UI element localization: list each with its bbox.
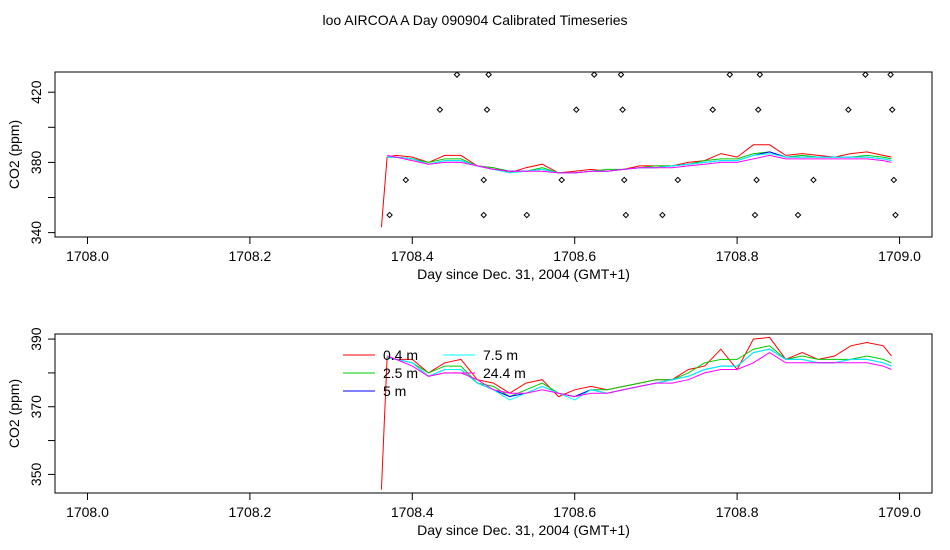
data-point-marker	[862, 71, 869, 78]
data-point-marker	[480, 176, 488, 184]
x-tick-label: 1708.8	[716, 504, 759, 520]
data-point-marker	[523, 211, 531, 219]
data-point-marker	[794, 211, 802, 219]
legend: 0.4 m 2.5 m 5 m 7.5 m 24.4 m	[343, 347, 526, 399]
series-line	[386, 352, 892, 398]
data-point-marker	[751, 211, 759, 219]
x-tick-label: 1708.8	[716, 248, 759, 264]
data-point-marker	[402, 176, 410, 184]
data-point-marker	[659, 211, 666, 219]
y-tick-label: 370	[28, 395, 44, 419]
data-point-marker	[674, 176, 682, 184]
data-point-marker	[619, 106, 626, 114]
series-line	[387, 345, 892, 398]
x-tick-label: 1708.6	[553, 504, 596, 520]
x-tick-label: 1708.2	[228, 248, 271, 264]
panel-bottom-heights: 1708.0 1708.2 1708.4 1708.6 1708.8 1709.0 350 3…	[6, 327, 933, 538]
x-axis-label: Day since Dec. 31, 2004 (GMT+1)	[417, 522, 630, 538]
data-point-marker	[887, 71, 894, 78]
series-line	[387, 154, 892, 174]
legend-label: 24.4 m	[483, 365, 526, 381]
x-tick-label: 1709.0	[878, 248, 921, 264]
data-point-marker	[480, 211, 488, 219]
data-point-marker	[590, 71, 598, 78]
data-point-marker	[617, 71, 625, 78]
data-point-marker	[573, 106, 580, 114]
x-tick-label: 1708.4	[391, 248, 434, 264]
figure-title: loo AIRCOA A Day 090904 Calibrated Times…	[322, 12, 627, 28]
data-point-marker	[436, 106, 444, 114]
x-axis-label: Day since Dec. 31, 2004 (GMT+1)	[417, 266, 630, 282]
data-point-marker	[890, 176, 898, 184]
data-point-marker	[845, 106, 852, 114]
data-point-marker	[810, 176, 817, 184]
panel-top-calibrated: 1708.0 1708.2 1708.4 1708.6 1708.8 1709.0 340 3…	[6, 71, 933, 282]
legend-label: 2.5 m	[383, 365, 418, 381]
data-point-marker	[483, 106, 491, 114]
x-tick-label: 1708.6	[553, 248, 596, 264]
data-point-marker	[558, 176, 566, 184]
data-point-marker	[726, 71, 734, 78]
data-point-marker	[756, 71, 764, 78]
plot-frame	[54, 71, 933, 238]
legend-label: 0.4 m	[383, 347, 418, 363]
legend-label: 7.5 m	[483, 347, 518, 363]
data-point-marker	[620, 176, 628, 184]
data-point-marker	[709, 106, 717, 114]
y-tick-label: 420	[28, 80, 44, 104]
legend-label: 5 m	[383, 383, 406, 399]
y-axis-label: CO2 (ppm)	[6, 379, 22, 448]
y-tick-label: 390	[28, 327, 44, 351]
x-tick-label: 1708.2	[228, 504, 271, 520]
x-tick-label: 1708.0	[66, 504, 109, 520]
y-tick-label: 350	[28, 463, 44, 487]
x-tick-label: 1708.4	[391, 504, 434, 520]
x-tick-label: 1709.0	[878, 504, 921, 520]
x-tick-label: 1708.0	[66, 248, 109, 264]
series-line	[380, 336, 892, 490]
plot-frame	[54, 333, 933, 494]
y-axis-label: CO2 (ppm)	[6, 120, 22, 189]
y-tick-label: 380	[28, 151, 44, 175]
data-point-marker	[753, 176, 760, 184]
data-point-marker	[892, 211, 899, 219]
data-point-marker	[888, 106, 896, 114]
data-point-marker	[485, 71, 492, 78]
series-line	[380, 144, 892, 228]
data-point-marker	[754, 106, 762, 114]
data-point-marker	[386, 211, 393, 219]
data-point-marker	[622, 211, 630, 219]
series-line	[387, 348, 892, 401]
data-point-marker	[453, 71, 461, 78]
y-tick-label: 340	[28, 221, 44, 245]
